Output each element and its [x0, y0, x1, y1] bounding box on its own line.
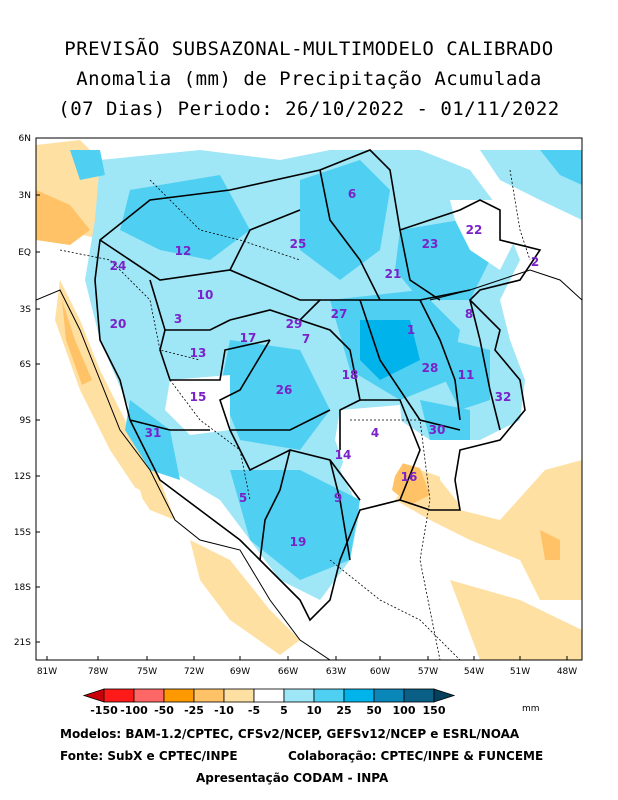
lat-label: 6N: [19, 134, 31, 144]
legend-label: 25: [336, 704, 352, 717]
lon-label: 69W: [230, 667, 250, 677]
legend-swatch: [283, 688, 315, 703]
credits-source: Fonte: SubX e CPTEC/INPE: [60, 749, 238, 763]
legend-label: 50: [366, 704, 382, 717]
region-number: 18: [342, 368, 359, 382]
legend-label: -25: [184, 704, 204, 717]
legend-label: 100: [392, 704, 416, 717]
region-number: 11: [458, 368, 475, 382]
lon-label: 63W: [326, 667, 346, 677]
region-number: 32: [495, 390, 512, 404]
legend-label: 10: [306, 704, 322, 717]
lon-label: 48W: [557, 667, 577, 677]
lon-label: 54W: [464, 667, 484, 677]
region-number: 24: [110, 259, 127, 273]
legend-label: -150: [90, 704, 118, 717]
legend-swatch: [133, 688, 165, 703]
region-number: 13: [190, 346, 207, 360]
credits-presentation: Apresentação CODAM - INPA: [196, 771, 389, 785]
region-number: 26: [276, 383, 293, 397]
region-number: 1: [407, 323, 415, 337]
region-number: 12: [175, 244, 192, 258]
title-line-3: (07 Dias) Periodo: 26/10/2022 - 01/11/20…: [58, 98, 560, 120]
region-number: 16: [401, 470, 418, 484]
region-labels: 1234567891011121314151617181920212223242…: [110, 187, 540, 549]
region-number: 10: [197, 288, 214, 302]
legend-swatch: [343, 688, 375, 703]
region-number: 30: [429, 423, 446, 437]
lon-label: 78W: [88, 667, 108, 677]
region-number: 2: [531, 255, 539, 269]
legend-label: -100: [120, 704, 148, 717]
title-line-2: Anomalia (mm) de Precipitação Acumulada: [76, 68, 542, 90]
region-number: 3: [174, 312, 182, 326]
legend-swatch: [373, 688, 405, 703]
lat-label: 21S: [14, 638, 31, 648]
region-number: 31: [145, 426, 162, 440]
legend-swatch: [103, 688, 135, 703]
lat-label: 3S: [20, 305, 32, 315]
region-number: 21: [385, 267, 402, 281]
region-number: 9: [334, 491, 342, 505]
basin-boundaries: [94, 149, 542, 622]
legend-swatch: [223, 688, 255, 703]
legend-arrow-left: [82, 688, 105, 703]
credits-models: Modelos: BAM-1.2/CPTEC, CFSv2/NCEP, GEFS…: [60, 727, 520, 741]
legend-swatch: [253, 688, 285, 703]
region-number: 7: [302, 332, 310, 346]
legend-label: -50: [154, 704, 174, 717]
legend-label: 150: [422, 704, 446, 717]
legend-unit: mm: [522, 704, 540, 714]
lon-label: 81W: [37, 667, 57, 677]
legend-label: -10: [214, 704, 234, 717]
lon-label: 51W: [510, 667, 530, 677]
legend-arrow-right: [433, 688, 456, 703]
lat-label: 6S: [20, 360, 32, 370]
lat-label: 15S: [14, 528, 31, 538]
region-number: 15: [190, 390, 207, 404]
lat-label: 12S: [14, 472, 31, 482]
legend-label: -5: [247, 704, 261, 717]
region-number: 27: [331, 307, 348, 321]
region-number: 6: [348, 187, 356, 201]
country-borders: [59, 169, 531, 660]
region-number: 25: [290, 237, 307, 251]
legend-swatch: [313, 688, 345, 703]
lon-label: 75W: [137, 667, 157, 677]
legend-colorbar: [82, 688, 456, 703]
region-number: 20: [110, 317, 127, 331]
lat-label: 3N: [19, 191, 31, 201]
region-number: 22: [466, 223, 483, 237]
map-frame: [35, 137, 583, 661]
lat-label: EQ: [18, 248, 31, 258]
lon-label: 57W: [418, 667, 438, 677]
title-line-1: PREVISÃO SUBSAZONAL-MULTIMODELO CALIBRAD…: [64, 38, 554, 60]
region-number: 28: [422, 361, 439, 375]
longitude-axis: 81W 78W 75W 72W 69W 66W 63W 60W 57W 54W 51W 48W: [37, 656, 577, 677]
lat-label: 18S: [14, 583, 31, 593]
lon-label: 72W: [184, 667, 204, 677]
legend-label: 5: [280, 704, 288, 717]
lat-label: 9S: [20, 416, 32, 426]
region-number: 4: [371, 426, 379, 440]
region-number: 8: [465, 307, 473, 321]
region-number: 5: [239, 491, 247, 505]
region-number: 17: [240, 331, 257, 345]
latitude-axis: 6N 3N EQ 3S 6S 9S 12S 15S 18S 21S: [14, 134, 40, 648]
legend-swatch: [163, 688, 195, 703]
region-number: 19: [290, 535, 307, 549]
lon-label: 60W: [370, 667, 390, 677]
region-number: 23: [422, 237, 439, 251]
legend-swatch: [193, 688, 225, 703]
region-number: 14: [335, 448, 352, 462]
region-number: 29: [286, 317, 303, 331]
map-field: 1234567891011121314151617181920212223242…: [36, 138, 582, 660]
lon-label: 66W: [278, 667, 298, 677]
credits-collab: Colaboração: CPTEC/INPE & FUNCEME: [288, 749, 544, 763]
legend-swatch: [403, 688, 435, 703]
